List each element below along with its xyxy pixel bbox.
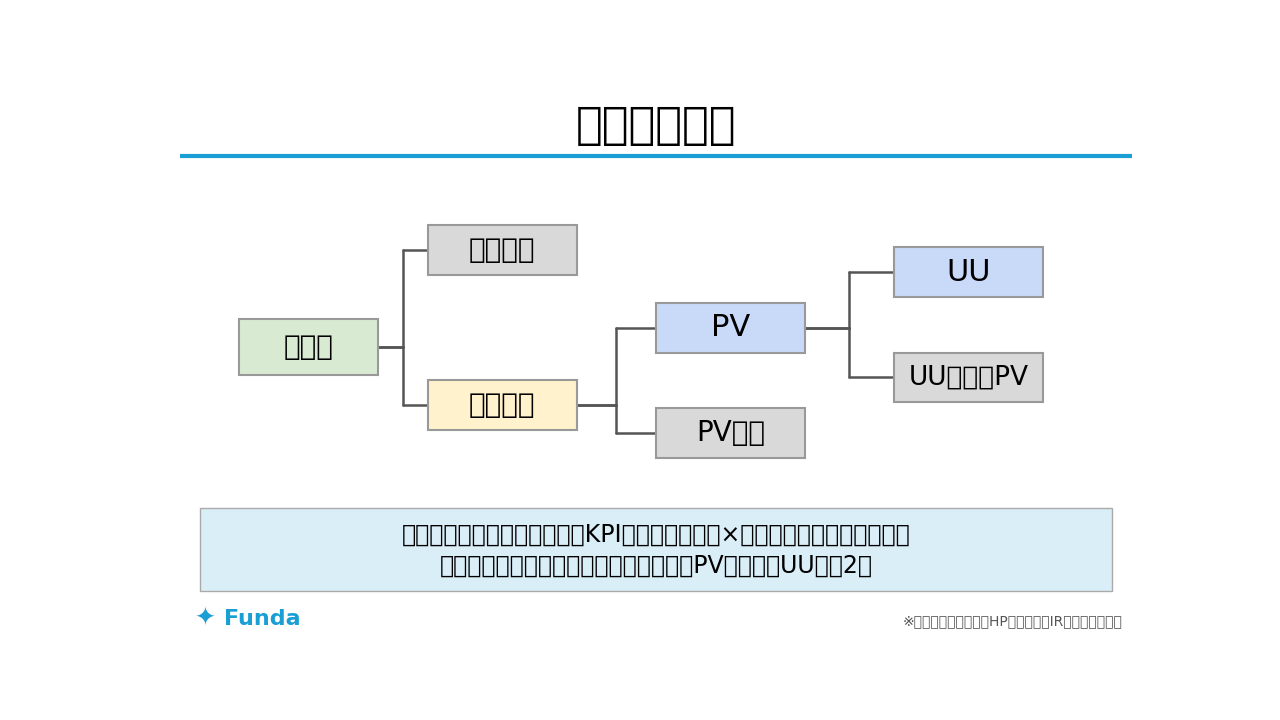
Text: ベビーカレンダーの主要経営指標は月間PV数と月間UU数の2つ: ベビーカレンダーの主要経営指標は月間PV数と月間UU数の2つ [439,554,873,578]
FancyBboxPatch shape [895,247,1043,297]
Text: 売上高: 売上高 [284,333,334,361]
Text: 期間固定型プロモーションのKPIは「掲載期間」×「販売単価」で求められる: 期間固定型プロモーションのKPIは「掲載期間」×「販売単価」で求められる [402,522,910,546]
Text: PV単価: PV単価 [696,419,765,447]
FancyBboxPatch shape [428,380,577,430]
Text: ※ベビーカレンダーのHP及び直近のIR資料を元に作成: ※ベビーカレンダーのHP及び直近のIR資料を元に作成 [902,614,1123,629]
Text: 主要経営指標: 主要経営指標 [576,104,736,147]
Text: ✦: ✦ [195,607,216,631]
FancyBboxPatch shape [428,225,577,275]
Text: UUあたりPV: UUあたりPV [909,364,1029,390]
FancyBboxPatch shape [239,319,379,374]
Text: UU: UU [946,258,991,287]
FancyBboxPatch shape [200,508,1112,591]
Text: 掲載期間: 掲載期間 [468,236,535,264]
Text: 販売単価: 販売単価 [468,391,535,419]
Text: Funda: Funda [224,608,301,629]
FancyBboxPatch shape [895,353,1043,402]
Text: PV: PV [710,313,750,342]
FancyBboxPatch shape [657,408,805,458]
FancyBboxPatch shape [657,302,805,353]
